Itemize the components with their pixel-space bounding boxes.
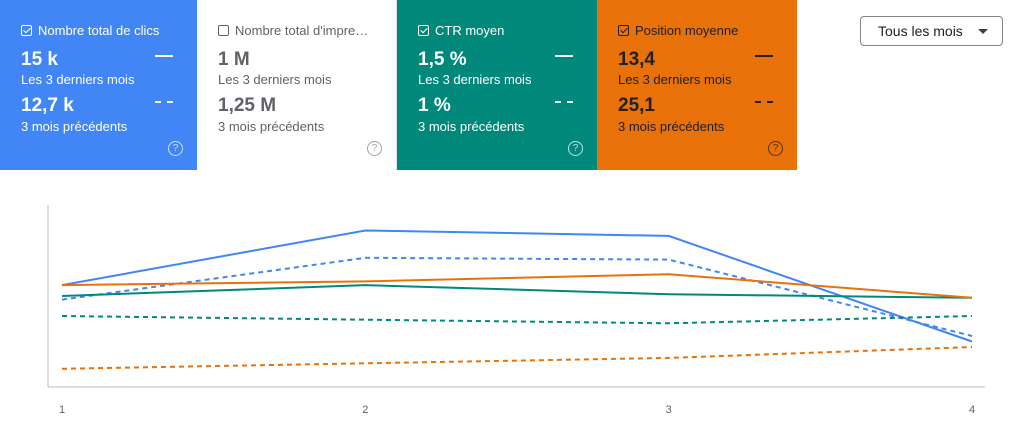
help-icon[interactable]: ?: [768, 141, 783, 156]
current-label: Les 3 derniers mois: [418, 72, 532, 87]
card-header[interactable]: Nombre total de clics: [21, 23, 159, 38]
previous-value: 1 %: [418, 95, 451, 116]
checkbox-checked-icon[interactable]: [21, 25, 32, 36]
current-value: 1 M: [218, 49, 250, 70]
previous-label: 3 mois précédents: [618, 119, 725, 134]
card-title: Position moyenne: [635, 23, 739, 38]
x-tick-label: 4: [969, 404, 975, 416]
card-total-impressions[interactable]: Nombre total d'impre… 1 M Les 3 derniers…: [197, 0, 397, 170]
help-icon[interactable]: ?: [367, 141, 382, 156]
current-value: 15 k: [21, 49, 58, 70]
series-line-clicks-previous: [61, 256, 973, 337]
previous-label: 3 mois précédents: [218, 119, 325, 134]
series-line-ctr-previous: [61, 315, 973, 325]
previous-label: 3 mois précédents: [21, 119, 128, 134]
dashed-line-legend-icon: [555, 101, 573, 103]
series-line-position-previous: [61, 346, 973, 370]
card-average-position[interactable]: Position moyenne 13,4 Les 3 derniers moi…: [597, 0, 797, 170]
previous-value: 1,25 M: [218, 95, 277, 116]
solid-line-legend-icon: [555, 55, 573, 57]
card-header[interactable]: Position moyenne: [618, 23, 738, 38]
previous-value: 12,7 k: [21, 95, 74, 116]
current-label: Les 3 derniers mois: [618, 72, 732, 87]
solid-line-legend-icon: [755, 55, 773, 57]
previous-label: 3 mois précédents: [418, 119, 525, 134]
series-layer: [61, 229, 973, 370]
help-icon[interactable]: ?: [568, 141, 583, 156]
x-tick-label: 1: [59, 404, 65, 416]
card-title: Nombre total d'impre…: [235, 23, 369, 38]
dashed-line-legend-icon: [155, 101, 173, 103]
dropdown-label: Tous les mois: [878, 23, 963, 39]
checkbox-checked-icon[interactable]: [618, 25, 629, 36]
card-header[interactable]: CTR moyen: [418, 23, 504, 38]
current-label: Les 3 derniers mois: [21, 72, 135, 87]
series-line-position-current: [61, 273, 973, 299]
checkbox-checked-icon[interactable]: [418, 25, 429, 36]
previous-value: 25,1: [618, 95, 655, 116]
x-tick-label: 2: [362, 404, 368, 416]
dashed-line-legend-icon: [755, 101, 773, 103]
series-line-ctr-current: [61, 284, 973, 299]
card-title: Nombre total de clics: [38, 23, 160, 38]
card-average-ctr[interactable]: CTR moyen 1,5 % Les 3 derniers mois 1 % …: [397, 0, 597, 170]
card-title: CTR moyen: [435, 23, 505, 38]
period-dropdown[interactable]: Tous les mois: [860, 16, 1003, 46]
help-icon[interactable]: ?: [168, 141, 183, 156]
current-label: Les 3 derniers mois: [218, 72, 332, 87]
series-line-clicks-current: [61, 229, 973, 343]
tick-layer: 1 2 3 4: [59, 404, 975, 416]
metric-cards: Nombre total de clics 15 k Les 3 dernier…: [0, 0, 797, 170]
card-header[interactable]: Nombre total d'impre…: [218, 23, 368, 38]
card-total-clicks[interactable]: Nombre total de clics 15 k Les 3 dernier…: [0, 0, 197, 170]
x-tick-label: 3: [666, 404, 672, 416]
checkbox-unchecked-icon[interactable]: [218, 25, 229, 36]
solid-line-legend-icon: [155, 55, 173, 57]
caret-down-icon: [978, 29, 988, 34]
current-value: 13,4: [618, 49, 655, 70]
current-value: 1,5 %: [418, 49, 467, 70]
